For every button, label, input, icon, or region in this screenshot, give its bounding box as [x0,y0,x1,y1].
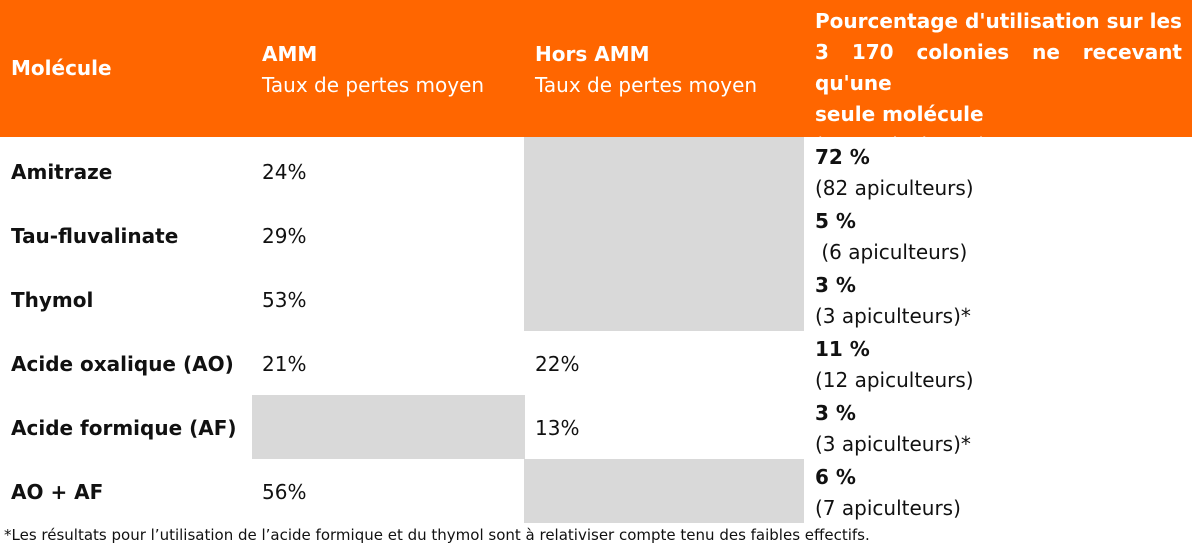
usage-beekeepers: (3 apiculteurs)* [815,304,971,328]
molecule-name: Acide oxalique (AO) [11,352,234,376]
na-cell-amm-af [252,395,525,459]
header-percentage: Pourcentage d'utilisation sur les 3 170 … [815,6,1182,161]
header-pct-line-2: 3 170 colonies ne recevant qu'une [815,40,1182,95]
usage-cell: 5 % (6 apiculteurs) [815,206,1185,270]
molecule-name: AO + AF [11,480,104,504]
molecule-name: Acide formique (AF) [11,416,237,440]
amm-rate: 56% [262,480,307,504]
usage-beekeepers: (12 apiculteurs) [815,368,974,392]
header-hors-title: Hors AMM [535,42,650,66]
table-row: Thymol 53% 3 % (3 apiculteurs)* [0,268,1192,332]
na-cell-hors-aoaf [524,459,804,523]
footnote: *Les résultats pour l’utilisation de l’a… [4,526,870,544]
molecule-name: Amitraze [11,160,113,184]
usage-percentage: 6 % [815,465,856,489]
usage-cell: 72 % (82 apiculteurs) [815,142,1185,206]
molecule-name: Thymol [11,288,94,312]
header-amm: AMM Taux de pertes moyen [262,39,522,101]
hors-amm-rate [535,268,800,332]
header-amm-title: AMM [262,42,318,66]
usage-cell: 3 % (3 apiculteurs)* [815,270,1185,334]
amm-rate: 21% [262,352,307,376]
usage-cell: 3 % (3 apiculteurs)* [815,398,1185,462]
table-header: Molécule AMM Taux de pertes moyen Hors A… [0,0,1192,157]
molecule-name: Tau-fluvalinate [11,224,179,248]
usage-beekeepers: (82 apiculteurs) [815,176,974,200]
header-amm-subtitle: Taux de pertes moyen [262,73,485,97]
amm-rate: 53% [262,288,307,312]
usage-percentage: 3 % [815,273,856,297]
header-hors-amm: Hors AMM Taux de pertes moyen [535,39,800,101]
header-molecule-label: Molécule [11,56,112,80]
hors-amm-rate [535,140,800,204]
table-row: Acide oxalique (AO) 21% 22% 11 % (12 api… [0,332,1192,396]
table-row: Tau-fluvalinate 29% 5 % (6 apiculteurs) [0,204,1192,268]
amm-rate: 29% [262,224,307,248]
amm-rate [262,396,522,460]
usage-percentage: 72 % [815,145,870,169]
usage-cell: 11 % (12 apiculteurs) [815,334,1185,398]
table-row: Acide formique (AF) 13% 3 % (3 apiculteu… [0,396,1192,460]
usage-beekeepers: (7 apiculteurs) [815,496,961,520]
hors-amm-rate [535,204,800,268]
hors-amm-rate [535,460,800,524]
header-molecule: Molécule [11,0,251,137]
usage-percentage: 11 % [815,337,870,361]
usage-cell: 6 % (7 apiculteurs) [815,462,1185,526]
table-row: Amitraze 24% 72 % (82 apiculteurs) [0,140,1192,204]
usage-beekeepers: (6 apiculteurs) [815,240,968,264]
header-pct-line-1: Pourcentage d'utilisation sur les [815,9,1182,33]
table-row: AO + AF 56% 6 % (7 apiculteurs) [0,460,1192,524]
header-pct-line-3: seule molécule [815,102,984,126]
na-cell-hors-amm-group [524,137,804,331]
hors-amm-rate: 22% [535,352,580,376]
usage-percentage: 5 % [815,209,856,233]
usage-beekeepers: (3 apiculteurs)* [815,432,971,456]
hors-amm-rate: 13% [535,416,580,440]
amm-rate: 24% [262,160,307,184]
usage-percentage: 3 % [815,401,856,425]
header-hors-subtitle: Taux de pertes moyen [535,73,758,97]
header-pct-subtitle: (114 apiculteurs) [815,133,987,157]
